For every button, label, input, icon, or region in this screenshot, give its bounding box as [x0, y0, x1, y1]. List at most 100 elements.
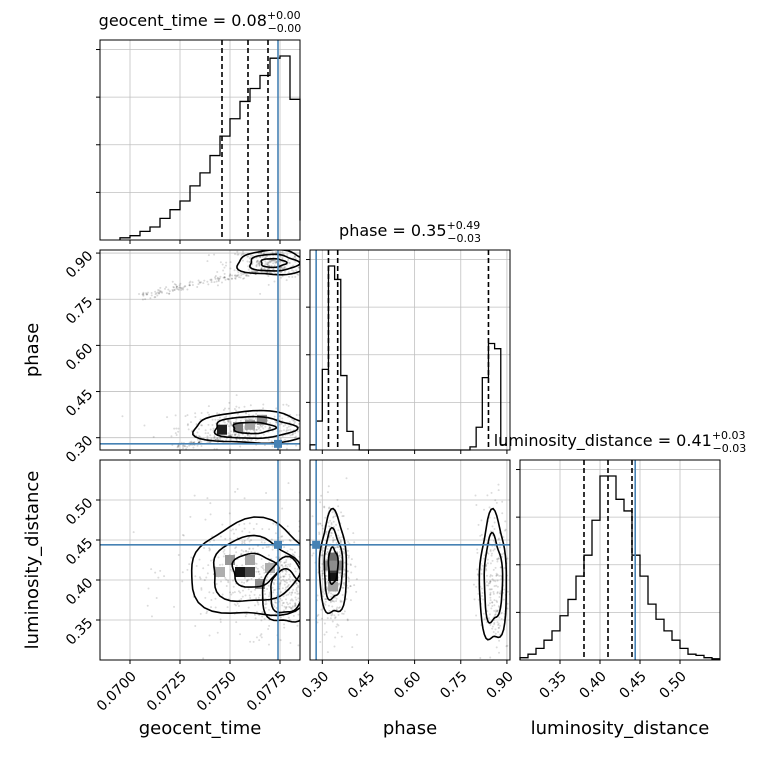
- sample-point: [485, 580, 488, 583]
- sample-point: [297, 592, 300, 595]
- sample-point: [173, 427, 176, 430]
- sample-point: [247, 265, 250, 268]
- sample-point: [258, 573, 261, 576]
- sample-point: [269, 422, 272, 425]
- density-cell: [245, 567, 255, 577]
- sample-point: [492, 592, 495, 595]
- sample-point: [324, 516, 327, 519]
- sample-point: [341, 594, 344, 597]
- density-cell: [245, 555, 255, 565]
- sample-point: [273, 280, 276, 283]
- sample-point: [175, 433, 178, 436]
- sample-point: [324, 603, 327, 606]
- sample-point: [506, 557, 509, 560]
- sample-point: [495, 609, 498, 612]
- sample-point: [175, 287, 178, 290]
- sample-point: [330, 534, 333, 537]
- sample-point: [279, 639, 282, 642]
- sample-point: [301, 599, 303, 601]
- sample-point: [491, 604, 494, 607]
- sample-point: [319, 640, 322, 643]
- sample-point: [305, 268, 307, 270]
- sample-point: [217, 556, 220, 559]
- panel-title: luminosity_distance = 0.41+0.03 −0.03: [494, 429, 747, 455]
- sample-point: [294, 591, 297, 594]
- sample-point: [475, 503, 478, 506]
- sample-point: [198, 440, 201, 443]
- sample-point: [482, 612, 485, 615]
- sample-point: [355, 578, 358, 581]
- sample-point: [320, 554, 323, 557]
- panel-frame: [99, 459, 301, 661]
- sample-point: [332, 433, 334, 435]
- sample-point: [146, 293, 149, 296]
- sample-point: [302, 252, 304, 254]
- sample-point: [350, 571, 353, 574]
- sample-point: [223, 416, 226, 419]
- sample-point: [275, 261, 278, 264]
- sample-point: [330, 532, 333, 535]
- sample-point: [479, 657, 482, 660]
- sample-point: [230, 277, 233, 280]
- sample-point: [488, 602, 491, 605]
- sample-point: [263, 571, 266, 574]
- sample-point: [278, 587, 281, 590]
- sample-point: [195, 565, 198, 568]
- sample-point: [256, 271, 259, 274]
- sample-point: [346, 570, 349, 573]
- sample-point: [305, 565, 307, 567]
- sample-point: [268, 595, 271, 598]
- sample-point: [146, 604, 149, 607]
- sample-point: [331, 600, 334, 603]
- sample-point: [342, 573, 345, 576]
- sample-point: [215, 437, 218, 440]
- sample-point: [289, 548, 292, 551]
- sample-point: [495, 574, 498, 577]
- sample-point: [255, 566, 258, 569]
- sample-point: [247, 606, 250, 609]
- sample-point: [225, 585, 228, 588]
- sample-point: [241, 253, 244, 256]
- sample-point: [493, 621, 496, 624]
- sample-point: [208, 548, 211, 551]
- sample-point: [341, 515, 344, 518]
- sample-point: [275, 421, 278, 424]
- sample-point: [321, 574, 324, 577]
- contour-group: [318, 507, 508, 641]
- sample-point: [333, 600, 336, 603]
- sample-point: [347, 576, 350, 579]
- sample-point: [242, 428, 245, 431]
- sample-point: [180, 288, 183, 291]
- sample-point: [496, 609, 499, 612]
- sample-point: [182, 444, 185, 447]
- sample-point: [253, 270, 256, 273]
- sample-point: [243, 541, 246, 544]
- sample-point: [207, 432, 210, 435]
- sample-point: [480, 533, 483, 536]
- sample-point: [223, 272, 226, 275]
- sample-point: [339, 542, 342, 545]
- sample-point: [494, 566, 497, 569]
- sample-point: [501, 512, 504, 515]
- sample-point: [285, 581, 288, 584]
- y-tick-label: 0.75: [63, 294, 96, 327]
- sample-point: [259, 255, 262, 258]
- sample-point: [304, 584, 306, 586]
- sample-point: [489, 581, 492, 584]
- sample-point: [281, 587, 284, 590]
- sample-point: [339, 599, 342, 602]
- sample-point: [247, 550, 250, 553]
- sample-point: [291, 605, 294, 608]
- sample-point: [305, 609, 307, 611]
- sample-point: [234, 277, 237, 280]
- sample-point: [235, 405, 238, 408]
- sample-point: [291, 418, 294, 421]
- sample-point: [149, 297, 152, 300]
- sample-point: [244, 274, 247, 277]
- sample-point: [265, 255, 268, 258]
- sample-point: [266, 587, 269, 590]
- sample-point: [492, 579, 495, 582]
- sample-point: [259, 424, 262, 427]
- sample-point: [271, 545, 274, 548]
- sample-point: [175, 286, 178, 289]
